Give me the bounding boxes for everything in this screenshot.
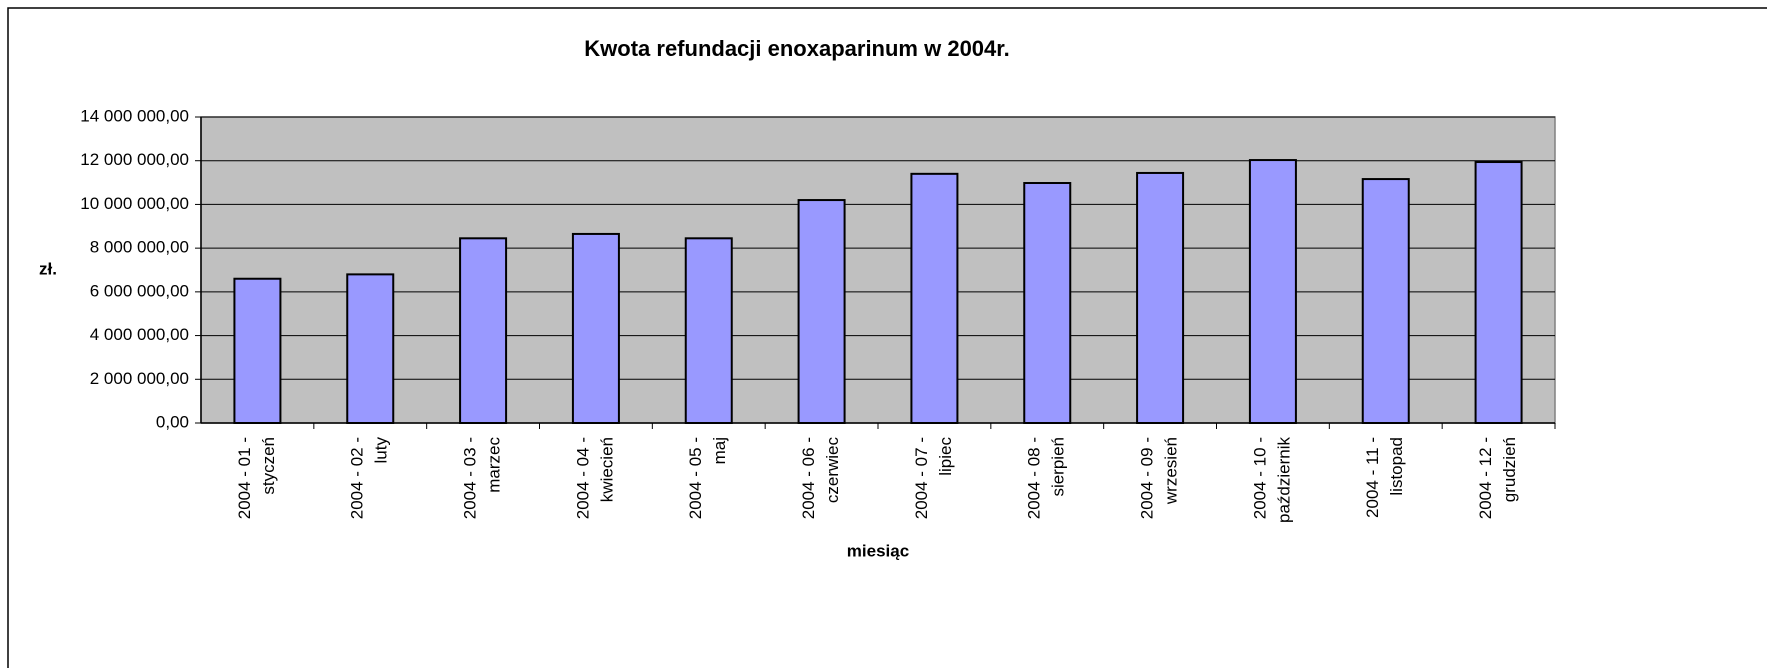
bar <box>233 277 282 424</box>
x-tick-label: wrzesień <box>1162 437 1181 505</box>
x-tick-label: 2004 - 06 - <box>799 437 818 519</box>
bar <box>910 172 959 424</box>
x-tick-label: 2004 - 09 - <box>1138 437 1157 519</box>
y-tick-label: 12 000 000,00 <box>80 150 189 169</box>
x-tick-label: marzec <box>485 437 504 493</box>
bar <box>684 237 733 424</box>
bar <box>797 199 846 424</box>
bar <box>1474 161 1523 424</box>
x-tick-label: kwiecień <box>597 437 616 502</box>
x-tick-label: sierpień <box>1049 437 1068 497</box>
x-tick-label: 2004 - 04 - <box>573 437 592 519</box>
y-tick-label: 0,00 <box>156 412 189 431</box>
x-tick-label: 2004 - 01 - <box>235 437 254 519</box>
bar <box>459 237 508 424</box>
x-tick-label: 2004 - 03 - <box>461 437 480 519</box>
plot-area <box>200 116 1556 424</box>
x-tick-label: 2004 - 10 - <box>1250 437 1269 519</box>
y-tick-label: 14 000 000,00 <box>80 106 189 125</box>
y-tick-label: 4 000 000,00 <box>90 325 189 344</box>
x-tick-label: 2004 - 08 - <box>1025 437 1044 519</box>
x-tick-label: styczeń <box>259 437 278 495</box>
y-tick-label: 6 000 000,00 <box>90 281 189 300</box>
bar <box>1361 178 1410 424</box>
chart-title: Kwota refundacji enoxaparinum w 2004r. <box>584 36 1009 61</box>
bar <box>571 232 620 424</box>
x-tick-label: lipiec <box>936 437 955 476</box>
y-tick-label: 8 000 000,00 <box>90 238 189 257</box>
x-tick-label: luty <box>372 437 391 464</box>
x-tick-label: 2004 - 07 - <box>912 437 931 519</box>
x-tick-label: grudzień <box>1500 437 1519 502</box>
x-tick-label: 2004 - 05 - <box>686 437 705 519</box>
x-tick-label: październik <box>1274 437 1293 523</box>
bar <box>1023 182 1072 424</box>
x-tick-label: listopad <box>1387 437 1406 496</box>
bar <box>1136 171 1185 424</box>
x-tick-label: maj <box>710 437 729 464</box>
x-tick-label: czerwiec <box>823 437 842 504</box>
y-tick-label: 2 000 000,00 <box>90 369 189 388</box>
x-tick-label: 2004 - 02 - <box>348 437 367 519</box>
y-axis-title: zł. <box>39 259 57 278</box>
x-tick-label: 2004 - 11 - <box>1363 437 1382 518</box>
bar <box>1248 159 1297 425</box>
y-tick-label: 10 000 000,00 <box>80 194 189 213</box>
x-tick-label: 2004 - 12 - <box>1476 437 1495 519</box>
x-axis-title: miesiąc <box>847 541 909 560</box>
bar <box>346 273 395 424</box>
